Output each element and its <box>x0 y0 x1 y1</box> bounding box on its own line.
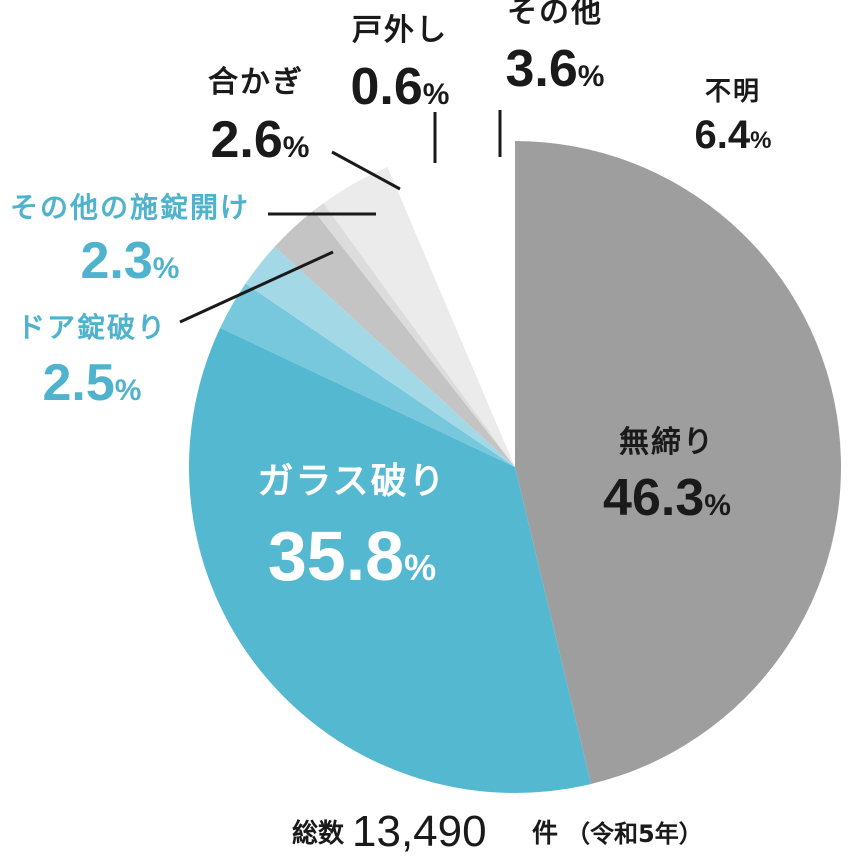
pie-slice-1 <box>189 327 592 793</box>
slice-value-1: 35.8% <box>268 517 436 595</box>
leader-lines <box>179 110 502 324</box>
total-number: 13,490 <box>352 807 487 856</box>
slice-label-2: ドア錠破り <box>17 311 167 344</box>
pie-slices <box>189 141 841 793</box>
slice-value-0: 46.3% <box>603 469 731 527</box>
slice-value-4: 2.6% <box>211 111 310 169</box>
total-unit: 件 <box>532 819 558 849</box>
slice-label-6: その他 <box>507 0 603 30</box>
pie-slice-4 <box>274 210 515 467</box>
pie-slice-2 <box>220 283 515 467</box>
slice-value-7: 6.4% <box>695 113 772 157</box>
slice-label-4: 合かぎ <box>208 65 304 100</box>
total-caption: 総数 13,490 件 （令和5年） <box>292 807 703 856</box>
slice-value-2: 2.5% <box>43 354 142 412</box>
total-label: 総数 <box>292 818 345 849</box>
slice-value-5: 0.6% <box>351 58 450 116</box>
slice-label-3: その他の施錠開け <box>10 191 250 224</box>
leader-line-2 <box>179 250 334 324</box>
total-note: （令和5年） <box>566 820 703 848</box>
pie-slice-0 <box>515 141 841 785</box>
slice-value-6: 3.6% <box>506 40 605 98</box>
slice-value-3: 2.3% <box>81 232 180 290</box>
slice-label-1: ガラス破り <box>257 461 446 502</box>
pie-slice-5 <box>313 203 515 467</box>
pie-slice-7 <box>387 141 515 467</box>
pie-slice-6 <box>323 166 515 467</box>
slice-label-7: 不明 <box>705 77 761 107</box>
slice-label-0: 無締り <box>619 425 715 460</box>
leader-line-4 <box>331 150 401 191</box>
pie-slice-3 <box>245 246 515 467</box>
slice-labels: 無締り 46.3% ガラス破り 35.8% ドア錠破り 2.5% その他の施錠開け 2.3% 合… <box>10 0 771 595</box>
slice-label-5: 戸外し <box>352 13 448 48</box>
